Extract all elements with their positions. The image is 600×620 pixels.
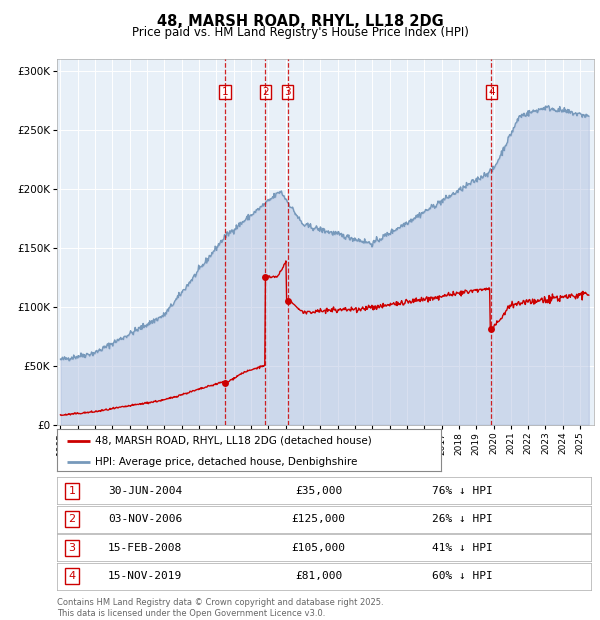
Text: 2: 2 [68,514,76,524]
Text: Contains HM Land Registry data © Crown copyright and database right 2025.
This d: Contains HM Land Registry data © Crown c… [57,598,383,618]
Text: 3: 3 [284,87,291,97]
Text: 1: 1 [222,87,229,97]
Text: 48, MARSH ROAD, RHYL, LL18 2DG (detached house): 48, MARSH ROAD, RHYL, LL18 2DG (detached… [95,436,372,446]
Text: 15-FEB-2008: 15-FEB-2008 [108,542,182,552]
Text: HPI: Average price, detached house, Denbighshire: HPI: Average price, detached house, Denb… [95,457,358,467]
Text: 2: 2 [262,87,269,97]
Text: 76% ↓ HPI: 76% ↓ HPI [433,485,493,495]
Text: 48, MARSH ROAD, RHYL, LL18 2DG: 48, MARSH ROAD, RHYL, LL18 2DG [157,14,443,29]
Text: £35,000: £35,000 [295,485,342,495]
Text: 15-NOV-2019: 15-NOV-2019 [108,571,182,581]
Text: £125,000: £125,000 [292,514,346,524]
Text: 4: 4 [488,87,494,97]
Text: 41% ↓ HPI: 41% ↓ HPI [433,542,493,552]
Text: 4: 4 [68,571,76,581]
Text: £81,000: £81,000 [295,571,342,581]
Text: 03-NOV-2006: 03-NOV-2006 [108,514,182,524]
Text: £105,000: £105,000 [292,542,346,552]
Text: 26% ↓ HPI: 26% ↓ HPI [433,514,493,524]
Text: Price paid vs. HM Land Registry's House Price Index (HPI): Price paid vs. HM Land Registry's House … [131,26,469,39]
Text: 30-JUN-2004: 30-JUN-2004 [108,485,182,495]
Text: 1: 1 [68,485,76,495]
Text: 3: 3 [68,542,76,552]
Text: 60% ↓ HPI: 60% ↓ HPI [433,571,493,581]
